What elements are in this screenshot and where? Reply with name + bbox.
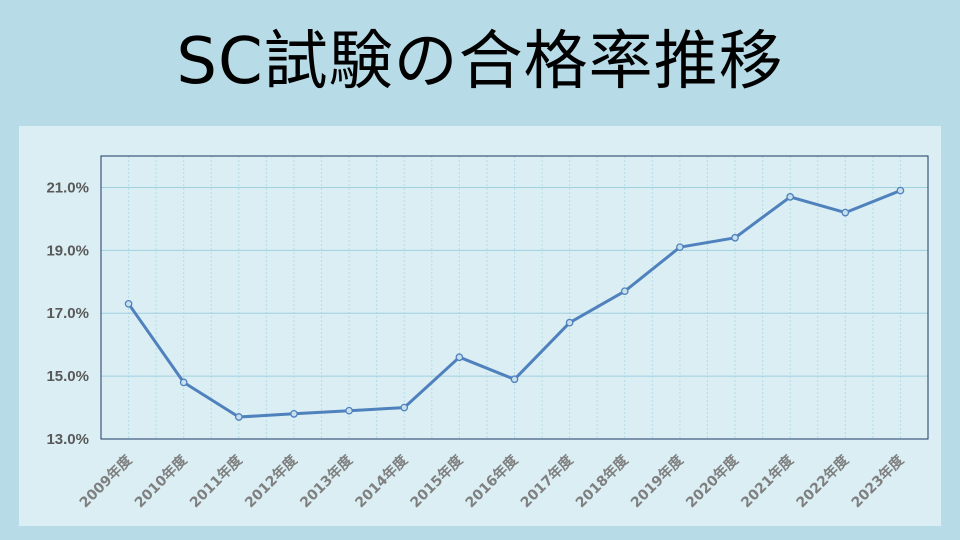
data-point [896, 186, 905, 195]
data-point [565, 318, 574, 327]
x-tick-label: 2017年度 [517, 451, 577, 511]
x-tick-label: 2011年度 [186, 451, 246, 511]
data-point [124, 299, 133, 308]
slide-title: SC試験の合格率推移 [176, 25, 784, 99]
data-point [510, 375, 519, 384]
x-tick-label: 2023年度 [848, 451, 908, 511]
x-tick-label: 2013年度 [297, 451, 357, 511]
data-point [400, 403, 409, 412]
data-point [290, 409, 298, 418]
data-point [731, 233, 739, 242]
data-point [620, 287, 629, 296]
x-tick-label: 2010年度 [131, 451, 191, 511]
x-tick-label: 2021年度 [738, 451, 798, 511]
plot-frame [100, 155, 929, 440]
y-tick-label: 13.0% [46, 431, 89, 448]
data-point [345, 406, 353, 415]
y-tick-label: 17.0% [46, 305, 89, 322]
x-tick-label: 2020年度 [682, 451, 742, 511]
data-point [841, 208, 850, 217]
x-tick-label: 2016年度 [462, 451, 522, 511]
data-point [234, 413, 243, 421]
x-tick-label: 2014年度 [352, 451, 412, 511]
x-tick-label: 2018年度 [572, 451, 632, 511]
x-tick-label: 2015年度 [407, 451, 467, 511]
chart-panel: 13.0% 15.0% 17.0% 19.0% 21.0% 2009年度 2010年度 201… [19, 126, 941, 526]
y-tick-label: 19.0% [46, 242, 89, 259]
data-point [179, 378, 188, 387]
data-point [786, 193, 795, 201]
data-point [676, 243, 684, 252]
x-tick-label: 2009年度 [76, 451, 136, 511]
line-chart: 13.0%15.0%17.0%19.0%21.0%2009年度2010年度201… [46, 155, 929, 511]
x-tick-label: 2012年度 [241, 451, 301, 511]
data-point [455, 353, 464, 362]
x-tick-label: 2019年度 [627, 451, 687, 511]
x-tick-label: 2022年度 [793, 451, 853, 511]
y-tick-label: 15.0% [46, 368, 89, 385]
y-tick-label: 21.0% [46, 179, 89, 196]
